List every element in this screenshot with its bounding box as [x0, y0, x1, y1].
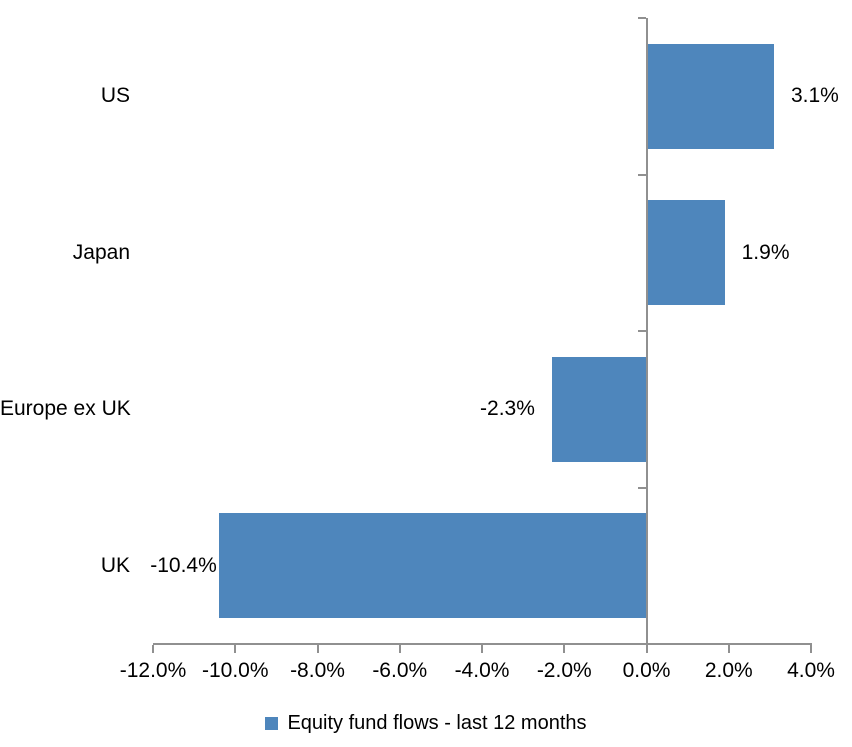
x-axis-tick-label: -10.0%	[201, 659, 269, 682]
x-axis-tick	[645, 645, 648, 653]
data-label: -10.4%	[150, 553, 217, 577]
data-label: -2.3%	[480, 397, 535, 421]
x-axis-tick	[481, 645, 483, 653]
data-label: 3.1%	[790, 84, 839, 108]
x-axis-tick	[563, 645, 566, 653]
y-axis-tick	[637, 173, 646, 176]
bar	[551, 356, 647, 462]
legend: Equity fund flows - last 12 months	[0, 707, 852, 739]
bar	[218, 513, 647, 619]
legend-label: Equity fund flows - last 12 months	[287, 712, 587, 734]
x-axis-tick	[234, 645, 237, 653]
category-axis-line	[645, 18, 648, 652]
category-label: US	[100, 84, 130, 108]
x-axis-tick-label: -8.0%	[290, 659, 345, 682]
x-axis-line	[153, 643, 812, 645]
x-axis-tick-label: 4.0%	[787, 659, 835, 682]
y-axis-tick	[637, 17, 646, 19]
bar	[646, 43, 774, 149]
x-axis-tick	[316, 645, 319, 653]
x-axis-tick-label: 0.0%	[622, 659, 671, 682]
bar	[646, 200, 725, 306]
data-label: 1.9%	[741, 240, 790, 264]
x-axis-tick	[727, 645, 730, 653]
x-axis-tick-label: 2.0%	[704, 659, 753, 682]
x-axis-tick-label: -12.0%	[119, 659, 187, 682]
x-axis-tick	[152, 645, 154, 653]
x-axis-tick	[810, 645, 812, 653]
category-label: UK	[100, 553, 130, 577]
x-axis-tick-label: -4.0%	[454, 659, 510, 682]
y-axis-tick	[637, 486, 646, 489]
x-axis-tick-label: -2.0%	[536, 659, 592, 682]
x-axis-tick	[398, 645, 401, 653]
legend-swatch	[265, 716, 279, 730]
x-axis-tick-label: -6.0%	[372, 659, 428, 682]
y-axis-tick	[637, 330, 646, 332]
category-label: Japan	[72, 240, 130, 264]
category-label: Europe ex UK	[0, 397, 131, 421]
